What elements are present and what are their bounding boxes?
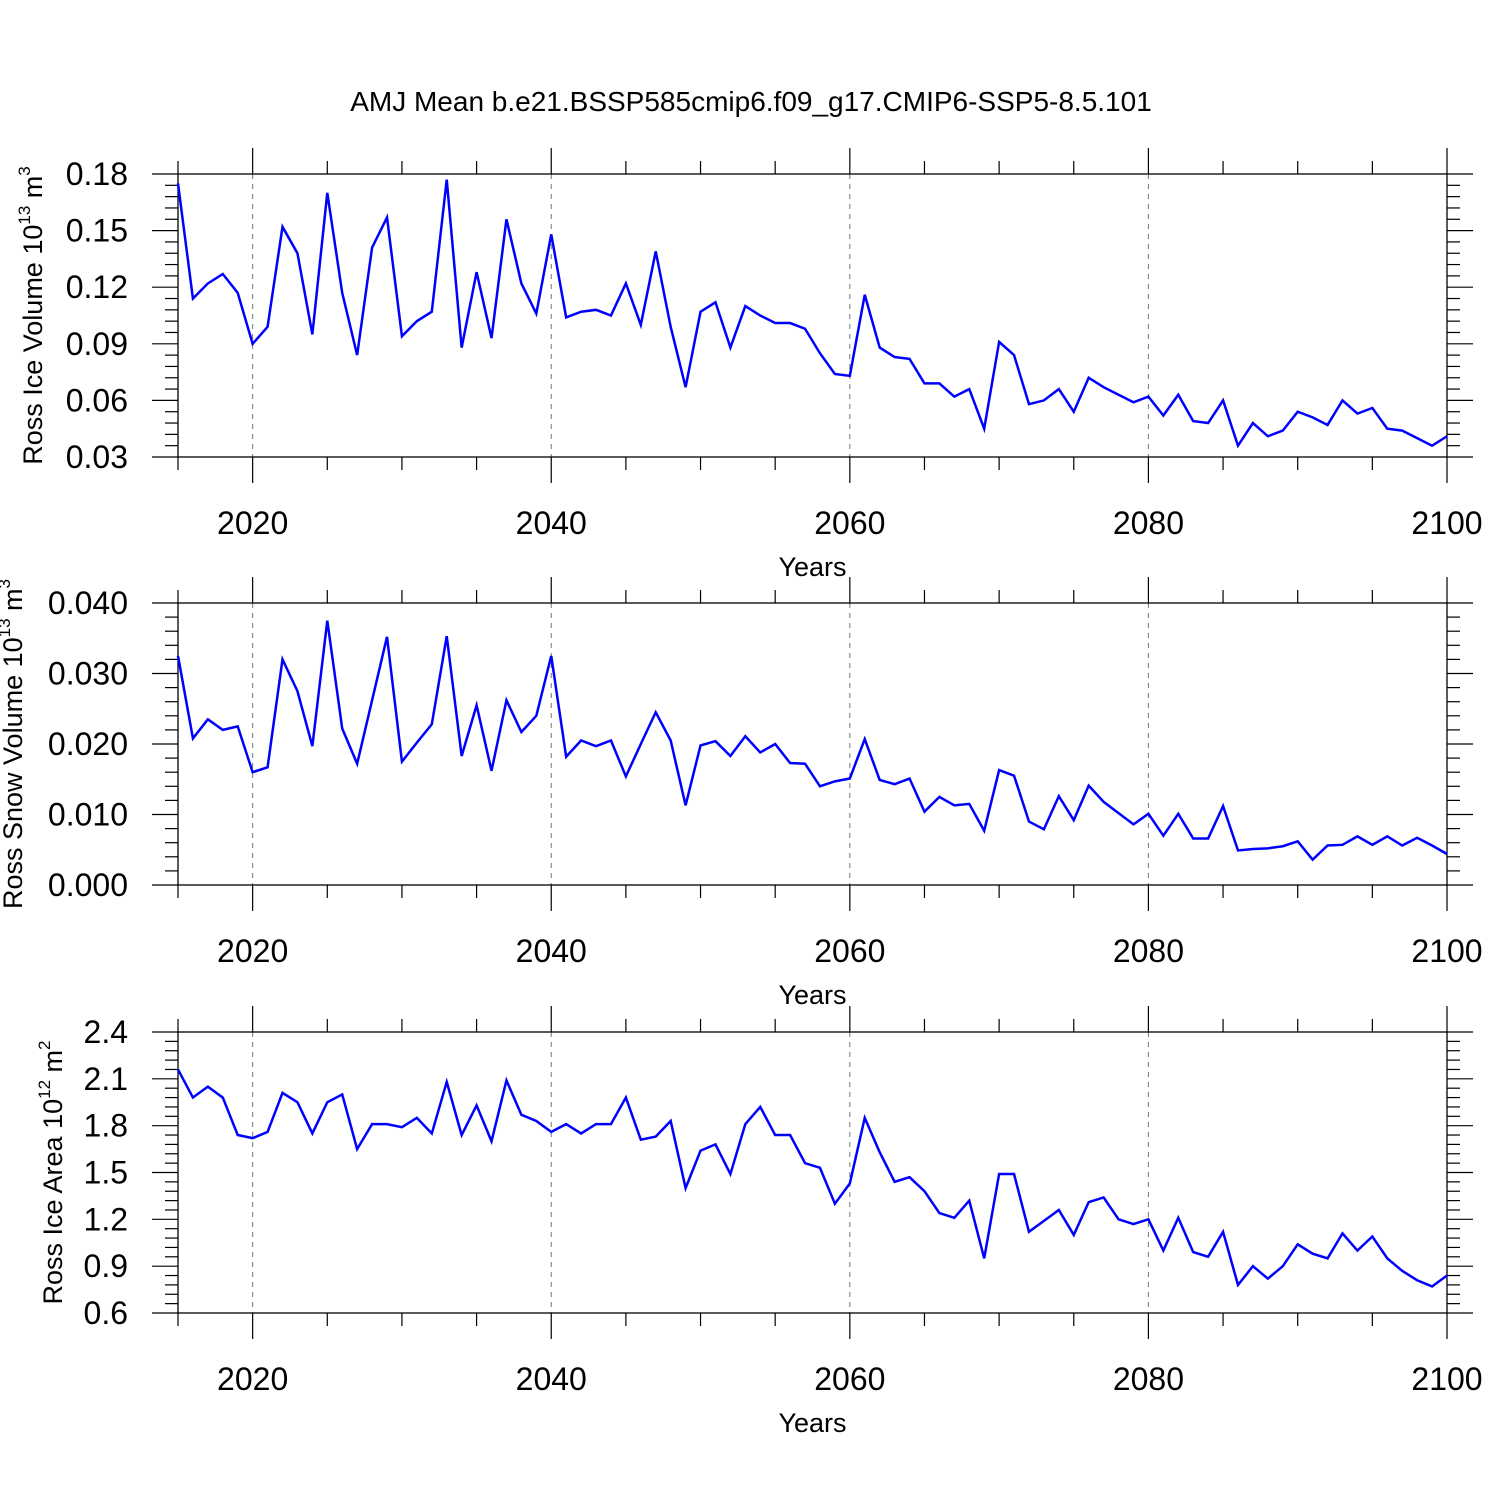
y-tick-label: 0.15 xyxy=(66,213,128,249)
plot-frame xyxy=(177,602,1448,886)
y-axis-label: Ross Ice Volume 1013 m3 xyxy=(15,166,48,465)
x-tick-label: 2080 xyxy=(1113,1361,1184,1397)
x-tick-label: 2020 xyxy=(217,933,288,969)
x-tick-label: 2060 xyxy=(814,505,885,541)
y-tick-label: 0.09 xyxy=(66,326,128,362)
y-tick-label: 0.18 xyxy=(66,156,128,192)
y-tick-label: 0.040 xyxy=(48,585,128,621)
y-label-unit-exponent: 3 xyxy=(0,579,14,588)
y-label-unit-exponent: 3 xyxy=(15,166,34,175)
x-tick-label: 2100 xyxy=(1411,1361,1482,1397)
y-tick-label: 0.000 xyxy=(48,867,128,903)
series-line xyxy=(176,620,1448,862)
y-tick-label: 0.9 xyxy=(84,1248,128,1284)
x-tick-label: 2040 xyxy=(516,933,587,969)
panel-3: 0.6 0.9 1.2 1.5 1.8 2.1 2.4 2020 2040 2060 2080 210… xyxy=(35,1006,1483,1438)
y-label-exponent: 12 xyxy=(35,1080,54,1099)
y-axis-label: Ross Snow Volume 1013 m3 xyxy=(0,579,28,909)
y-tick-label: 0.030 xyxy=(48,656,128,692)
plot-frame xyxy=(177,173,1448,458)
x-tick-label: 2060 xyxy=(814,1361,885,1397)
y-label-unit: m xyxy=(18,176,48,206)
x-tick-label: 2020 xyxy=(217,505,288,541)
y-tick-label: 1.5 xyxy=(84,1155,128,1191)
series-line xyxy=(176,1068,1448,1288)
x-tick-label: 2100 xyxy=(1411,933,1482,969)
y-tick-label: 0.06 xyxy=(66,382,128,418)
y-tick-label: 0.010 xyxy=(48,797,128,833)
y-tick-label: 1.8 xyxy=(84,1108,128,1144)
panel-2: 0.000 0.010 0.020 0.030 0.040 2020 2040 2060 208… xyxy=(0,577,1483,1010)
y-tick-label: 0.6 xyxy=(84,1295,128,1331)
y-label-unit: m xyxy=(0,588,28,618)
panels: 0.03 0.06 0.09 0.12 0.15 0.18 2020 2040 2060 2080… xyxy=(0,148,1483,1438)
x-tick-label: 2040 xyxy=(516,1361,587,1397)
y-label-main: Ross Ice Volume 10 xyxy=(18,225,48,465)
y-tick-label: 0.020 xyxy=(48,726,128,762)
x-tick-label: 2040 xyxy=(516,505,587,541)
x-tick-label: 2080 xyxy=(1113,505,1184,541)
x-tick-label: 2020 xyxy=(217,1361,288,1397)
x-axis-label: Years xyxy=(778,1408,846,1438)
y-label-unit: m xyxy=(38,1050,68,1080)
y-tick-label: 2.1 xyxy=(84,1061,128,1097)
x-tick-label: 2080 xyxy=(1113,933,1184,969)
x-axis-label: Years xyxy=(778,552,846,582)
y-tick-label: 0.03 xyxy=(66,439,128,475)
y-tick-label: 0.12 xyxy=(66,269,128,305)
y-label-exponent: 13 xyxy=(15,206,34,225)
y-label-unit-exponent: 2 xyxy=(35,1040,54,1049)
y-label-exponent: 13 xyxy=(0,618,14,637)
y-label-main: Ross Ice Area 10 xyxy=(38,1099,68,1305)
series-line xyxy=(176,179,1448,449)
x-tick-label: 2060 xyxy=(814,933,885,969)
y-tick-label: 2.4 xyxy=(84,1014,128,1050)
y-label-main: Ross Snow Volume 10 xyxy=(0,637,28,909)
x-tick-label: 2100 xyxy=(1411,505,1482,541)
chart-title: AMJ Mean b.e21.BSSP585cmip6.f09_g17.CMIP… xyxy=(350,86,1152,117)
x-axis-label: Years xyxy=(778,980,846,1010)
panel-1: 0.03 0.06 0.09 0.12 0.15 0.18 2020 2040 2060 2080… xyxy=(15,148,1483,582)
y-tick-label: 1.2 xyxy=(84,1201,128,1237)
y-axis-label: Ross Ice Area 1012 m2 xyxy=(35,1040,68,1304)
